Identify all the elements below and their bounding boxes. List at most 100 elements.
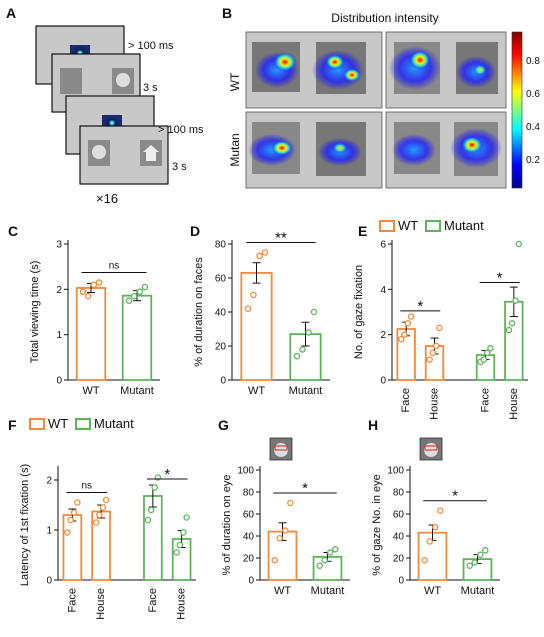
panel-label: G xyxy=(218,417,229,433)
legend-label: Mutant xyxy=(444,218,484,233)
data-point xyxy=(426,538,433,545)
bar xyxy=(62,514,83,581)
x-tick-label: Mutant xyxy=(461,585,495,597)
y-tick-label: 0 xyxy=(56,376,62,387)
x-tick-label: WT xyxy=(274,585,291,597)
panel-g: G 0 20 40 60 80 100 % of duration on eye WT Mutan… xyxy=(218,417,350,597)
data-point xyxy=(429,349,436,357)
panel-label: F xyxy=(8,417,17,433)
y-tick-label: 60 xyxy=(215,274,227,285)
data-point xyxy=(95,279,103,286)
data-point xyxy=(70,509,78,516)
data-point xyxy=(282,527,289,534)
heatmap-mutant-face-house-2 xyxy=(385,111,507,189)
y-tick-label: 2 xyxy=(56,285,62,296)
data-point xyxy=(176,541,184,549)
y-tick-label: 20 xyxy=(215,342,227,353)
y-tick-label: 20 xyxy=(393,554,405,565)
colorbar-tick: 0.8 xyxy=(526,56,540,67)
significance-label: ns xyxy=(81,481,92,492)
y-tick-label: 0 xyxy=(46,576,52,587)
data-point xyxy=(84,292,92,300)
y-axis-label: % of gaze No. in eye xyxy=(371,474,383,576)
legend-swatch xyxy=(29,418,45,430)
x-tick-label: Mutant xyxy=(311,585,345,597)
data-point xyxy=(90,281,98,289)
heatmap-wt-face-house-2 xyxy=(385,31,507,109)
significance-label: * xyxy=(164,466,170,483)
legend-swatch xyxy=(75,418,91,430)
panel-label: H xyxy=(368,417,378,433)
x-tick-label: Mutant xyxy=(120,385,154,397)
data-point xyxy=(477,551,484,558)
y-tick-label: 1 xyxy=(46,526,52,537)
x-tick-label: WT xyxy=(424,585,441,597)
y-tick-label: 60 xyxy=(393,510,405,521)
data-point xyxy=(180,529,187,536)
data-point xyxy=(102,496,110,504)
x-tick-label: House xyxy=(176,588,188,620)
panel-a-label: A xyxy=(6,5,16,21)
data-point xyxy=(271,556,278,564)
x-tick-label: Face xyxy=(400,388,412,412)
data-point xyxy=(151,484,158,491)
panel-h: H 0 20 40 60 80 100 % of gaze No. in eye WT Mutan… xyxy=(368,417,500,597)
data-point xyxy=(141,283,149,291)
y-tick-label: 3 xyxy=(56,240,62,251)
legend-swatch xyxy=(379,220,395,232)
significance-label: ns xyxy=(109,261,120,272)
y-tick-label: 0 xyxy=(248,576,254,587)
x-tick-label: House xyxy=(508,388,520,420)
data-point xyxy=(305,329,312,336)
data-point xyxy=(397,335,405,343)
data-point xyxy=(407,313,415,320)
timing-label: 3 s xyxy=(143,82,158,94)
y-tick-label: 0 xyxy=(220,376,226,387)
data-point xyxy=(130,292,138,300)
significance-label: * xyxy=(452,488,458,505)
data-point xyxy=(466,562,473,569)
y-tick-label: 80 xyxy=(393,488,405,499)
data-point xyxy=(433,342,440,350)
y-tick-label: 0 xyxy=(380,376,386,387)
bar xyxy=(240,271,273,381)
y-tick-label: 40 xyxy=(215,308,227,319)
data-point xyxy=(404,320,412,327)
panel-f: F 0 1 2 Latency of 1st fixation (s) Face House… xyxy=(8,416,196,620)
data-point xyxy=(256,252,263,260)
data-point xyxy=(125,297,133,304)
y-axis-label: % of duration on eye xyxy=(221,475,233,576)
repeat-label: ×16 xyxy=(96,191,118,206)
legend-swatch xyxy=(425,220,441,232)
legend-label: WT xyxy=(398,218,418,233)
x-tick-label: Face xyxy=(147,588,159,612)
data-point xyxy=(144,516,152,524)
data-point xyxy=(421,556,428,564)
legend-label: WT xyxy=(48,416,68,431)
data-point xyxy=(327,549,334,556)
significance-label: * xyxy=(302,480,308,497)
data-point xyxy=(183,514,190,521)
timing-label: > 100 ms xyxy=(128,40,174,52)
panel-a: A > 100 ms 3 s > 100 ms 3 s xyxy=(6,5,204,206)
colorbar: 0.8 0.6 0.4 0.2 xyxy=(511,31,540,189)
data-point xyxy=(432,523,439,531)
panel-b: B Distribution intensity WT Mutan xyxy=(222,5,540,189)
y-tick-label: 4 xyxy=(380,285,386,296)
x-tick-label: House xyxy=(429,388,441,420)
y-axis-label: % of duration on faces xyxy=(193,257,205,367)
data-point xyxy=(505,326,513,334)
y-tick-label: 0 xyxy=(398,576,404,587)
y-tick-label: 100 xyxy=(387,466,404,477)
legend-label: Mutant xyxy=(94,416,134,431)
row-label-mutant: Mutan xyxy=(228,133,242,166)
data-point xyxy=(310,308,318,316)
y-tick-label: 60 xyxy=(243,510,255,521)
y-tick-label: 6 xyxy=(380,240,386,251)
colorbar-tick: 0.4 xyxy=(526,122,540,133)
y-tick-label: 2 xyxy=(380,330,386,341)
y-tick-label: 1 xyxy=(56,330,62,341)
heatmap-mutant-face-house xyxy=(245,111,383,189)
data-point xyxy=(99,504,107,511)
